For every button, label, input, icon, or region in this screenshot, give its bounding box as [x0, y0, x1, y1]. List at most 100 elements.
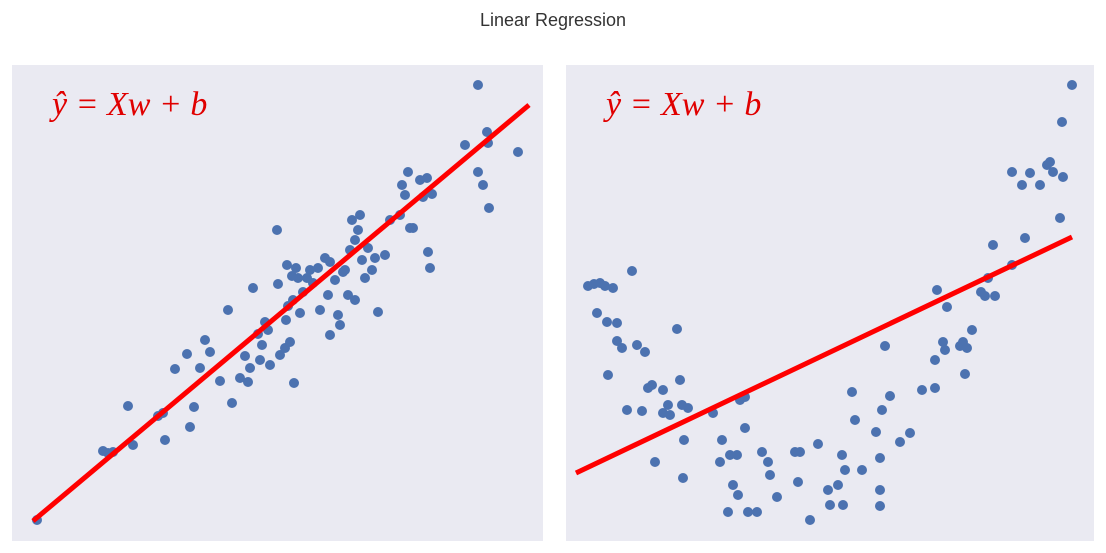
point	[875, 501, 885, 511]
point	[683, 403, 693, 413]
point	[245, 363, 255, 373]
point	[170, 364, 180, 374]
point	[248, 283, 258, 293]
point	[200, 335, 210, 345]
point	[663, 400, 673, 410]
point	[592, 308, 602, 318]
point	[658, 385, 668, 395]
point	[1057, 117, 1067, 127]
point	[370, 253, 380, 263]
point	[425, 263, 435, 273]
point	[185, 422, 195, 432]
fit-line	[574, 234, 1074, 476]
point	[665, 410, 675, 420]
point	[240, 351, 250, 361]
point	[333, 310, 343, 320]
point	[793, 477, 803, 487]
point	[838, 500, 848, 510]
point	[347, 215, 357, 225]
point	[895, 437, 905, 447]
point	[223, 305, 233, 315]
point	[272, 225, 282, 235]
point	[323, 290, 333, 300]
point	[484, 203, 494, 213]
point	[763, 457, 773, 467]
point	[397, 180, 407, 190]
point	[825, 500, 835, 510]
point	[795, 447, 805, 457]
point	[350, 295, 360, 305]
point	[1020, 233, 1030, 243]
point	[353, 225, 363, 235]
point	[1067, 80, 1077, 90]
point	[343, 290, 353, 300]
point	[513, 147, 523, 157]
point	[357, 255, 367, 265]
point	[215, 376, 225, 386]
point	[305, 265, 315, 275]
point	[678, 473, 688, 483]
point	[363, 243, 373, 253]
point	[752, 507, 762, 517]
point	[403, 167, 413, 177]
point	[325, 330, 335, 340]
point	[990, 291, 1000, 301]
point	[637, 406, 647, 416]
point	[289, 378, 299, 388]
point	[257, 340, 267, 350]
point	[967, 325, 977, 335]
point	[340, 265, 350, 275]
point	[871, 427, 881, 437]
point	[160, 435, 170, 445]
point	[265, 360, 275, 370]
point	[473, 80, 483, 90]
point	[602, 317, 612, 327]
plot-area	[566, 65, 1094, 541]
point	[772, 492, 782, 502]
point	[293, 273, 303, 283]
point	[350, 235, 360, 245]
point	[962, 343, 972, 353]
point	[1058, 172, 1068, 182]
point	[1007, 167, 1017, 177]
point	[482, 127, 492, 137]
point	[885, 391, 895, 401]
point	[679, 435, 689, 445]
point	[940, 345, 950, 355]
point	[1045, 157, 1055, 167]
point	[182, 349, 192, 359]
point	[875, 485, 885, 495]
equation: ŷ = Xw + b	[603, 86, 761, 123]
point	[733, 490, 743, 500]
point	[675, 375, 685, 385]
point	[408, 223, 418, 233]
point	[291, 263, 301, 273]
point	[715, 457, 725, 467]
point	[723, 507, 733, 517]
point	[227, 398, 237, 408]
point	[189, 402, 199, 412]
point	[717, 435, 727, 445]
point	[743, 507, 753, 517]
point	[988, 240, 998, 250]
point	[627, 266, 637, 276]
point	[422, 173, 432, 183]
point	[255, 355, 265, 365]
point	[732, 450, 742, 460]
point	[612, 336, 622, 346]
equation: ŷ = Xw + b	[49, 86, 207, 123]
point	[960, 369, 970, 379]
point	[1055, 213, 1065, 223]
point	[423, 247, 433, 257]
point	[880, 341, 890, 351]
point	[473, 167, 483, 177]
point	[875, 453, 885, 463]
point	[938, 337, 948, 347]
point	[905, 428, 915, 438]
point	[840, 465, 850, 475]
point	[650, 457, 660, 467]
point	[857, 465, 867, 475]
point	[128, 440, 138, 450]
point	[315, 305, 325, 315]
